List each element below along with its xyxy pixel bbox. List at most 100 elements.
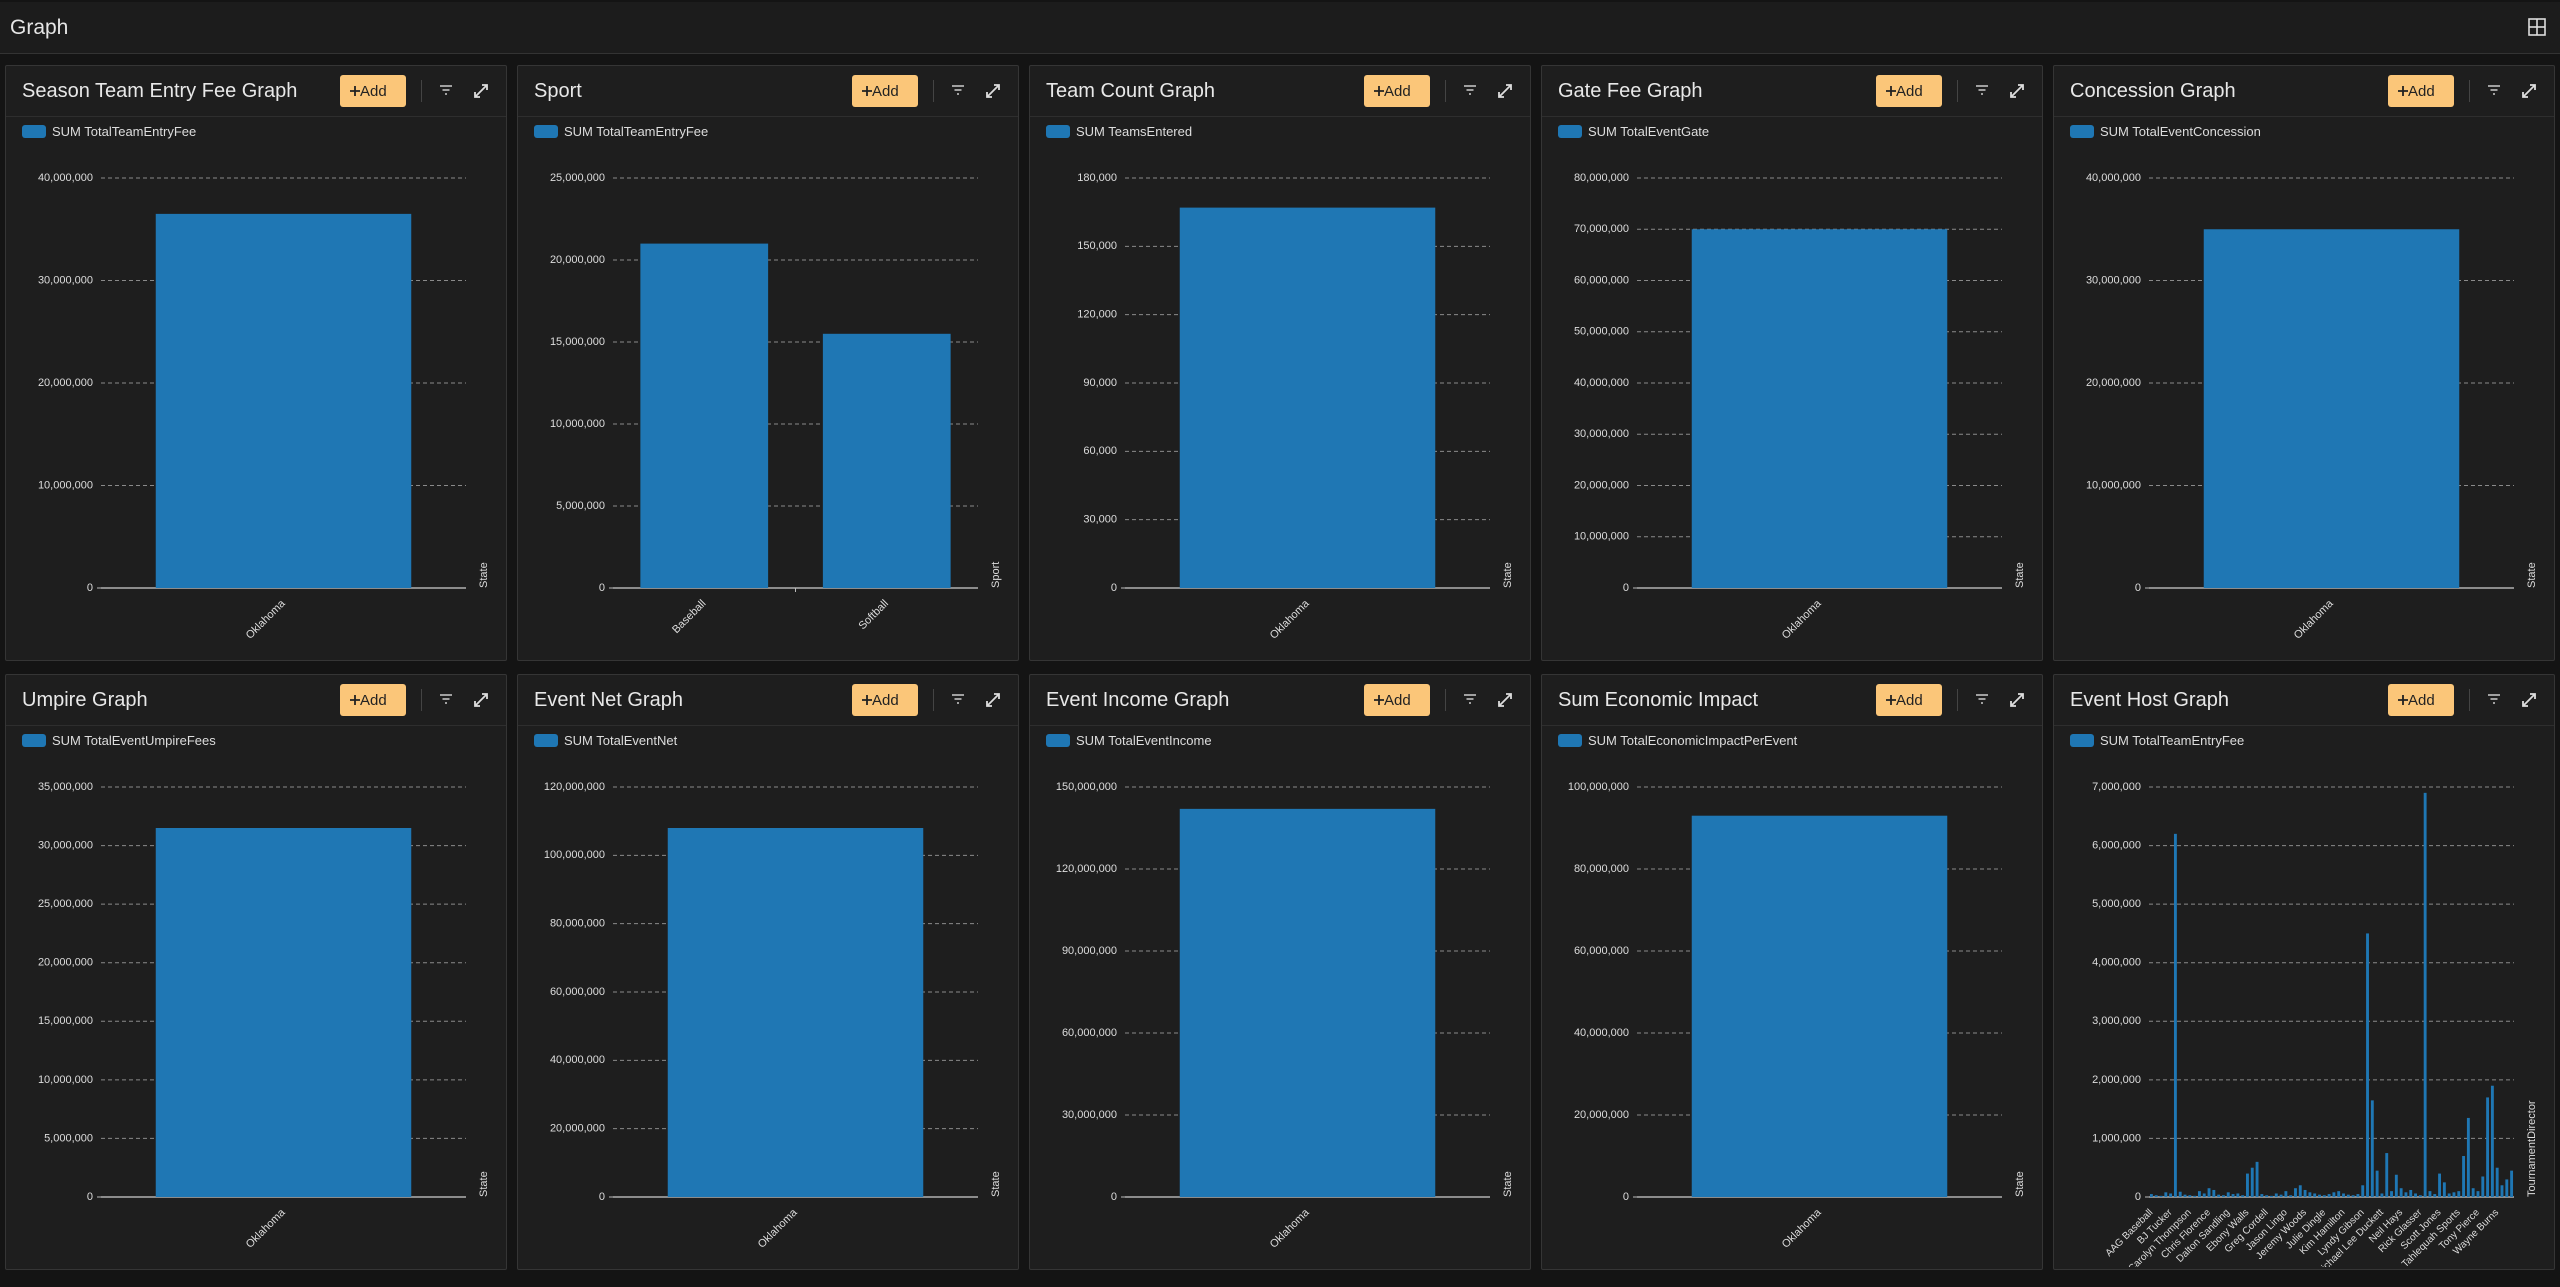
plus-icon bbox=[1886, 695, 1896, 705]
bar bbox=[2222, 1195, 2225, 1197]
panel-header: Event Income Graph Add bbox=[1030, 675, 1530, 726]
filter-icon[interactable] bbox=[2486, 691, 2502, 707]
y-tick-label: 0 bbox=[599, 582, 605, 594]
bar bbox=[2433, 1194, 2437, 1197]
legend: SUM TotalEventUmpireFees bbox=[22, 733, 216, 748]
legend-label: SUM TotalEventUmpireFees bbox=[52, 733, 216, 748]
panel-header: Sum Economic Impact Add bbox=[1542, 675, 2042, 726]
panel: Event Net Graph Add SUM TotalEventNet 0 20,0… bbox=[517, 674, 1019, 1270]
chart: 0 5,000,000 10,000,000 15,000,000 20,000,000… bbox=[38, 781, 490, 1251]
add-label: Add bbox=[2408, 691, 2435, 709]
x-axis-label: State bbox=[2526, 562, 2538, 588]
panel-title: Gate Fee Graph bbox=[1558, 80, 1703, 102]
bar bbox=[2313, 1193, 2317, 1197]
filter bbox=[2488, 694, 2500, 704]
panel: Event Income Graph Add SUM TotalEventIncom… bbox=[1029, 674, 1531, 1270]
y-tick-label: 100,000,000 bbox=[544, 849, 605, 861]
expand-icon[interactable] bbox=[2520, 691, 2538, 709]
header-title: Graph bbox=[10, 16, 69, 39]
separator bbox=[421, 689, 422, 711]
expand-icon[interactable] bbox=[2520, 82, 2538, 100]
add-button[interactable]: Add bbox=[852, 75, 918, 107]
y-tick-label: 120,000,000 bbox=[544, 781, 605, 793]
add-button[interactable]: Add bbox=[1364, 684, 1430, 716]
add-label: Add bbox=[360, 691, 387, 709]
panel-header: Event Net Graph Add bbox=[518, 675, 1018, 726]
expand-icon[interactable] bbox=[1496, 82, 1514, 100]
expand-icon[interactable] bbox=[2008, 82, 2026, 100]
add-button[interactable]: Add bbox=[1364, 75, 1430, 107]
plus bbox=[862, 695, 872, 705]
expand-icon[interactable] bbox=[984, 691, 1002, 709]
bar bbox=[2193, 1195, 2197, 1197]
add-button[interactable]: Add bbox=[340, 75, 406, 107]
bar bbox=[2356, 1194, 2360, 1197]
bar bbox=[2241, 1195, 2245, 1197]
panel: Sport Add SUM TotalTeamEntryFee 0 5,000,000 1… bbox=[517, 65, 1019, 661]
panel-title: Event Host Graph bbox=[2070, 689, 2229, 711]
bar bbox=[2178, 1191, 2182, 1197]
expand bbox=[2522, 84, 2536, 98]
legend-label: SUM TotalEventGate bbox=[1588, 124, 1710, 139]
y-tick-label: 7,000,000 bbox=[2092, 781, 2141, 793]
expand-icon[interactable] bbox=[472, 691, 490, 709]
bar bbox=[2154, 1195, 2158, 1197]
bar bbox=[2375, 1170, 2379, 1197]
add-button[interactable]: Add bbox=[1876, 75, 1942, 107]
expand-icon[interactable] bbox=[984, 82, 1002, 100]
bar bbox=[2471, 1188, 2475, 1197]
bar bbox=[2490, 1085, 2494, 1197]
add-button[interactable]: Add bbox=[2388, 75, 2454, 107]
separator bbox=[421, 80, 422, 102]
filter-icon[interactable] bbox=[1974, 82, 1990, 98]
filter-icon[interactable] bbox=[1462, 82, 1478, 98]
add-label: Add bbox=[872, 82, 899, 100]
add-label: Add bbox=[1896, 691, 1923, 709]
panel: Gate Fee Graph Add SUM TotalEventGate 0 10,0… bbox=[1541, 65, 2043, 661]
legend-swatch bbox=[22, 734, 46, 747]
panel-title: Umpire Graph bbox=[22, 689, 148, 711]
filter-icon[interactable] bbox=[950, 82, 966, 98]
filter-icon[interactable] bbox=[950, 691, 966, 707]
filter-icon[interactable] bbox=[438, 691, 454, 707]
bar bbox=[2466, 1117, 2470, 1197]
y-tick-label: 80,000,000 bbox=[1574, 172, 1629, 184]
add-button[interactable]: Add bbox=[340, 684, 406, 716]
add-button[interactable]: Add bbox=[2388, 684, 2454, 716]
filter-icon[interactable] bbox=[438, 82, 454, 98]
y-tick-label: 15,000,000 bbox=[38, 1015, 93, 1027]
bar bbox=[2202, 1193, 2206, 1197]
x-axis-label: State bbox=[478, 562, 490, 588]
layout-icon[interactable] bbox=[2528, 18, 2546, 36]
expand-icon[interactable] bbox=[1496, 691, 1514, 709]
filter-icon[interactable] bbox=[1462, 691, 1478, 707]
expand bbox=[986, 693, 1000, 707]
bar bbox=[2346, 1194, 2350, 1197]
plus-icon bbox=[1374, 86, 1384, 96]
bar bbox=[2390, 1191, 2393, 1197]
y-tick-label: 120,000,000 bbox=[1056, 863, 1117, 875]
legend-swatch bbox=[534, 734, 558, 747]
expand-icon[interactable] bbox=[2008, 691, 2026, 709]
bar bbox=[2274, 1193, 2278, 1197]
plus bbox=[2398, 695, 2408, 705]
legend-swatch bbox=[1046, 734, 1070, 747]
bar bbox=[2438, 1173, 2441, 1197]
y-tick-label: 90,000 bbox=[1083, 377, 1117, 389]
y-tick-label: 4,000,000 bbox=[2092, 957, 2141, 969]
panel-header: Season Team Entry Fee Graph Add bbox=[6, 66, 506, 117]
y-tick-label: 40,000,000 bbox=[550, 1054, 605, 1066]
add-button[interactable]: Add bbox=[852, 684, 918, 716]
filter-icon[interactable] bbox=[2486, 82, 2502, 98]
legend-swatch bbox=[2070, 734, 2094, 747]
add-button[interactable]: Add bbox=[1876, 684, 1942, 716]
separator bbox=[933, 80, 934, 102]
y-tick-label: 30,000,000 bbox=[38, 839, 93, 851]
legend-label: SUM TotalTeamEntryFee bbox=[52, 124, 197, 139]
chart: 0 10,000,000 20,000,000 30,000,000 40,000,00… bbox=[38, 172, 490, 642]
panel-title: Season Team Entry Fee Graph bbox=[22, 80, 298, 102]
bar bbox=[2197, 1191, 2201, 1197]
expand-icon[interactable] bbox=[472, 82, 490, 100]
filter-icon[interactable] bbox=[1974, 691, 1990, 707]
filter bbox=[2488, 85, 2500, 95]
